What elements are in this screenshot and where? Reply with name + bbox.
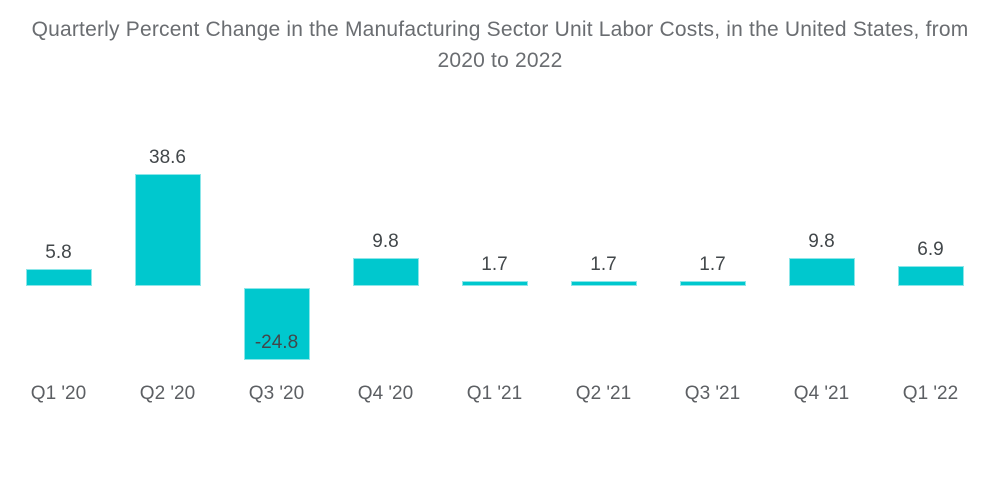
x-axis-label: Q1 '20 [30, 383, 87, 404]
bar [788, 257, 855, 286]
bar [352, 257, 419, 286]
x-axis-label: Q1 '22 [902, 383, 959, 404]
value-label: 5.8 [45, 242, 72, 264]
bar-group: 9.8 Q4 '21 [767, 0, 876, 504]
bar [461, 281, 528, 286]
x-axis-label: Q2 '20 [139, 383, 196, 404]
value-label: 1.7 [481, 254, 508, 276]
bar [134, 174, 201, 286]
x-axis-label: Q3 '21 [684, 383, 741, 404]
plot-area: 5.8 Q1 '20 38.6 Q2 '20 -24.8 Q3 '20 9.8 Q4 '20 1… [4, 0, 985, 504]
value-label: 9.8 [372, 230, 399, 252]
bar [243, 288, 310, 360]
value-label: 38.6 [149, 147, 186, 169]
value-label: 9.8 [808, 230, 835, 252]
chart-title: Quarterly Percent Change in the Manufact… [31, 18, 969, 72]
value-label: 6.9 [917, 239, 944, 260]
x-axis-label: Q4 '21 [793, 383, 850, 404]
bar-group: 38.6 Q2 '20 [113, 0, 222, 504]
bar-group: 1.7 Q2 '21 [549, 0, 658, 504]
bar-group: 1.7 Q3 '21 [658, 0, 767, 504]
bar-group: 1.7 Q1 '21 [440, 0, 549, 504]
bar-group: 5.8 Q1 '20 [4, 0, 113, 504]
bar [25, 269, 92, 286]
bar-group: 9.8 Q4 '20 [331, 0, 440, 504]
bar-group: 6.9 Q1 '22 [876, 0, 985, 504]
bar [570, 281, 637, 286]
bar [679, 281, 746, 286]
bar [897, 266, 964, 286]
value-label: 1.7 [590, 254, 617, 276]
x-axis-label: Q3 '20 [248, 383, 305, 404]
value-label: 1.7 [699, 254, 726, 276]
x-axis-label: Q1 '21 [466, 383, 523, 404]
x-axis-label: Q4 '20 [357, 383, 414, 404]
x-axis-label: Q2 '21 [575, 383, 632, 404]
bar-group: -24.8 Q3 '20 [222, 0, 331, 504]
value-label: -24.8 [254, 331, 299, 353]
